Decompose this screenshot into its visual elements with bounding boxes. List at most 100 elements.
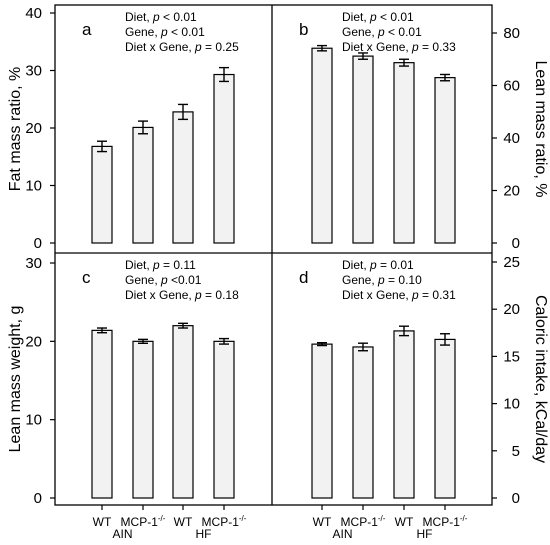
y-tick-label: 20 [25, 333, 42, 350]
x-tick-label: MCP-1-/- [423, 514, 468, 529]
stat-p: p [194, 40, 202, 54]
stat-p: p [377, 25, 385, 39]
bar [311, 47, 333, 244]
y-tick-label: 20 [25, 120, 42, 137]
stat-p: p [160, 25, 168, 39]
y-tick-label: 0 [512, 235, 520, 252]
stat-label: Diet x Gene, [342, 40, 412, 54]
stat-line: Gene, p < 0.01 [125, 25, 205, 39]
bar [213, 340, 235, 499]
y-tick-label: 0 [512, 490, 520, 507]
panel-letter: c [82, 268, 91, 287]
y-axis-title: Fat mass ratio, % [7, 67, 24, 191]
bar [91, 329, 113, 499]
y-tick-label: 60 [503, 78, 520, 95]
y-tick-label: 20 [503, 301, 520, 318]
stat-p: p [369, 10, 377, 24]
x-tick-label: WT [174, 515, 193, 529]
stat-value: < 0.01 [385, 25, 422, 39]
stat-label: Gene, [125, 273, 161, 287]
stat-value: < 0.01 [160, 10, 197, 24]
bar [311, 343, 333, 499]
stat-label: Gene, [342, 273, 378, 287]
y-axis-title: Lean mass weight, g [7, 306, 24, 453]
bar [393, 330, 415, 499]
stat-value: = 0.25 [202, 40, 239, 54]
stat-value: < 0.01 [168, 25, 205, 39]
panel-d: 0 5 10 15 20 25 Caloric intake, kCal/day d Diet,… [299, 254, 549, 507]
x-group-label: AIN [332, 527, 352, 541]
y-tick-label: 10 [503, 396, 520, 413]
stat-line: Diet, p = 0.01 [342, 258, 414, 272]
bar [172, 111, 194, 244]
bar [172, 325, 194, 499]
panel-a: 0 10 20 30 40 Fat mass ratio, % a Diet, p < 0.0… [7, 5, 239, 252]
stat-line: Diet x Gene, p = 0.25 [125, 40, 239, 54]
x-tick-label: MCP-1-/- [341, 514, 386, 529]
plot-frame [54, 4, 493, 506]
stat-line: Diet x Gene, p = 0.33 [342, 40, 456, 54]
stat-line: Diet, p < 0.01 [125, 10, 197, 24]
bar [434, 77, 456, 244]
stat-line: Diet, p < 0.01 [342, 10, 414, 24]
x-tick-label: MCP-1-/- [121, 514, 166, 529]
y-tick-label: 10 [25, 178, 42, 195]
y-tick-label: 0 [34, 235, 42, 252]
y-tick-label: 15 [503, 348, 520, 365]
stat-label: Diet x Gene, [342, 288, 412, 302]
stat-value: = 0.33 [419, 40, 456, 54]
y-tick-label: 25 [503, 254, 520, 271]
y-tick-label: 10 [25, 412, 42, 429]
panel-b: 0 20 40 60 80 Lean mass ratio, % b Diet, p < 0.… [299, 10, 549, 252]
x-tick-label: WT [395, 515, 414, 529]
y-tick-label: 80 [503, 25, 520, 42]
stat-label: Gene, [125, 25, 161, 39]
y-tick-label: 40 [25, 5, 42, 22]
x-tick-label: MCP-1-/- [202, 514, 247, 529]
bar [393, 62, 415, 244]
stat-label: Gene, [342, 25, 378, 39]
stat-label: Diet, [342, 258, 370, 272]
y-axis-title: Lean mass ratio, % [532, 61, 549, 198]
stat-p: p [411, 288, 419, 302]
stat-line: Gene, p = 0.10 [342, 273, 422, 287]
stat-line: Diet x Gene, p = 0.31 [342, 288, 456, 302]
y-tick-label: 30 [25, 255, 42, 272]
stat-label: Diet, [125, 10, 153, 24]
bar [352, 346, 374, 499]
y-tick-label: 40 [503, 130, 520, 147]
stat-value: = 0.01 [377, 258, 414, 272]
stat-label: Diet, [342, 10, 370, 24]
panel-letter: d [299, 268, 308, 287]
x-tick-label: WT [93, 515, 112, 529]
y-tick-label: 20 [503, 183, 520, 200]
bar [91, 145, 113, 244]
bar [132, 340, 154, 499]
stat-label: Diet, [125, 258, 153, 272]
stat-line: Diet x Gene, p = 0.18 [125, 288, 239, 302]
y-tick-label: 5 [512, 443, 520, 460]
bar [352, 55, 374, 244]
stat-line: Gene, p <0.01 [125, 273, 202, 287]
stat-value: = 0.31 [419, 288, 456, 302]
stat-p: p [377, 273, 385, 287]
stat-label: Diet x Gene, [125, 288, 195, 302]
stat-p: p [152, 258, 160, 272]
panel-letter: b [299, 20, 308, 39]
stat-label: Diet x Gene, [125, 40, 195, 54]
x-group-label: HF [196, 527, 212, 541]
stat-value: = 0.18 [202, 288, 239, 302]
stat-value: = 0.10 [385, 273, 422, 287]
stat-p: p [411, 40, 419, 54]
stat-p: p [152, 10, 160, 24]
bar [434, 338, 456, 499]
stat-value: < 0.01 [377, 10, 414, 24]
y-axis-title: Caloric intake, kCal/day [532, 295, 549, 463]
stat-line: Gene, p < 0.01 [342, 25, 422, 39]
panels: 0 10 20 30 40 Fat mass ratio, % a Diet, p < 0.0… [7, 4, 549, 507]
stat-value: <0.01 [168, 273, 202, 287]
stat-p: p [160, 273, 168, 287]
y-tick-label: 30 [25, 63, 42, 80]
